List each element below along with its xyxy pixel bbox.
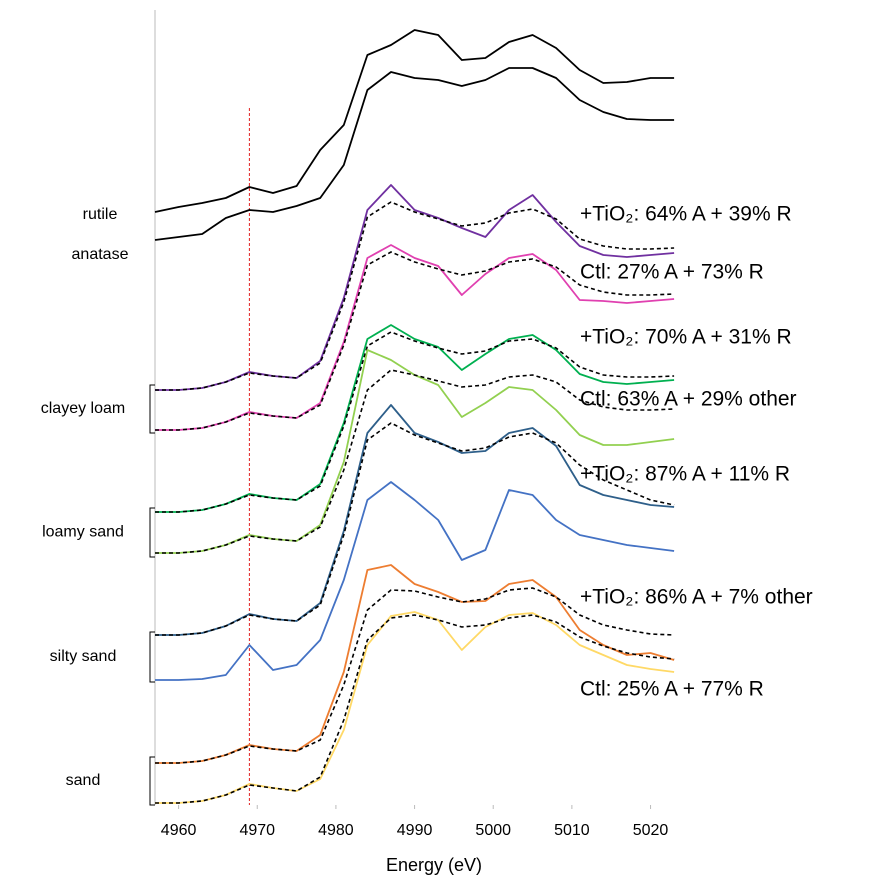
spectrum-line <box>155 611 675 804</box>
spectrum-line <box>155 404 675 636</box>
spectrum-line <box>155 244 675 431</box>
fit-line <box>155 614 675 804</box>
bracket <box>149 756 155 806</box>
series-label: rutile <box>83 206 118 223</box>
spectrum-line <box>154 29 675 213</box>
fit-line <box>155 201 675 391</box>
spectrum-line <box>155 481 675 681</box>
x-tick-label: 4980 <box>318 822 354 839</box>
fit-line <box>155 331 675 513</box>
group-label: sand <box>66 772 101 789</box>
fit-annotation: +TiO₂: 87% A + 11% R <box>580 463 790 486</box>
spectrum-line <box>155 184 675 391</box>
x-tick-label: 4970 <box>239 822 275 839</box>
bracket <box>149 507 155 558</box>
fit-annotation: +TiO₂: 64% A + 39% R <box>580 203 792 226</box>
spectrum-line <box>155 324 675 513</box>
group-label: loamy sand <box>42 524 124 541</box>
group-label: silty sand <box>50 648 117 665</box>
fit-line <box>155 587 675 764</box>
spectrum-line <box>155 564 675 764</box>
bracket <box>149 384 155 434</box>
x-tick-label: 5020 <box>633 822 669 839</box>
x-tick-label: 4960 <box>161 822 197 839</box>
x-axis-title: Energy (eV) <box>386 855 482 875</box>
fit-line <box>155 369 675 554</box>
fit-annotation: +TiO₂: 86% A + 7% other <box>580 586 813 609</box>
fit-line <box>155 251 675 431</box>
fit-annotation: +TiO₂: 70% A + 31% R <box>580 326 792 349</box>
fit-annotation: Ctl: 27% A + 73% R <box>580 261 764 284</box>
bracket <box>149 631 155 683</box>
x-tick-label: 4990 <box>397 822 433 839</box>
spectrum-line <box>154 67 675 241</box>
series-label: anatase <box>72 246 129 263</box>
x-tick-label: 5000 <box>475 822 511 839</box>
x-tick-label: 5010 <box>554 822 590 839</box>
fit-annotation: Ctl: 25% A + 77% R <box>580 678 764 701</box>
group-label: clayey loam <box>41 400 125 417</box>
fit-line <box>155 422 675 636</box>
fit-annotation: Ctl: 63% A + 29% other <box>580 388 797 411</box>
